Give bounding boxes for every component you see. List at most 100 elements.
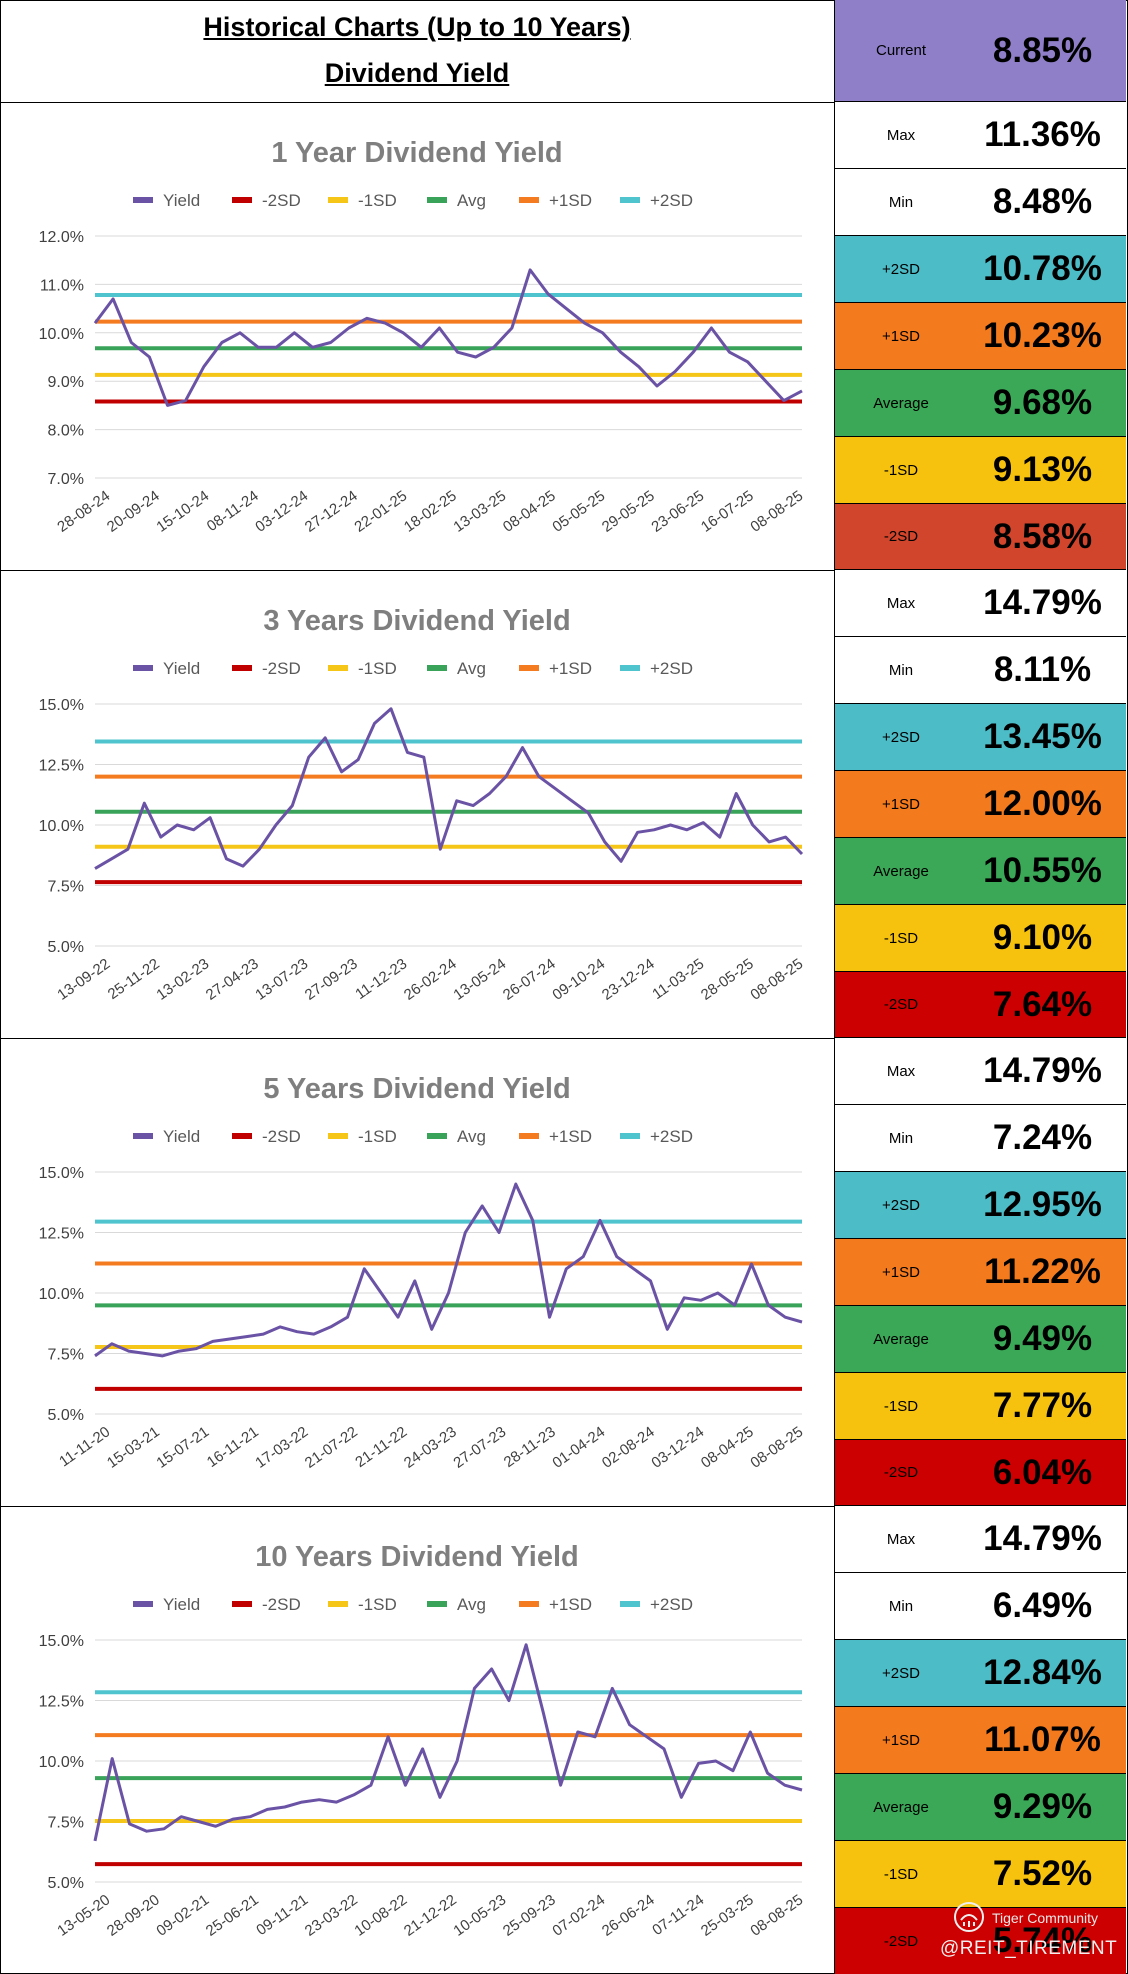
stat-value: 7.77% [992,1386,1093,1425]
x-tick-label: 27-09-23 [302,955,361,1003]
legend-label: Yield [163,1127,200,1146]
legend-item: +1SD [519,1595,592,1614]
stat-label: Min [888,1129,914,1147]
legend-swatch [427,1601,447,1607]
yield-line [93,268,803,407]
x-tick-label: 21-11-22 [352,1423,410,1471]
stat-label: Max [886,1062,916,1080]
x-tick-label: 07-11-24 [649,1891,707,1939]
legend-swatch [620,665,640,671]
legend-item: -1SD [328,191,397,210]
legend-swatch [232,1601,252,1607]
legend-label: -1SD [358,1127,397,1146]
stat-value: 13.45% [983,717,1102,756]
legend-item: -2SD [232,659,301,678]
x-tick-label: 21-12-22 [401,1891,460,1939]
x-tick-label: 08-08-25 [747,487,806,535]
legend-item: Avg [427,1127,486,1146]
x-tick-label: 08-08-25 [747,1423,806,1471]
stat-cell: Min 8.48% [835,169,1126,236]
page-header: Historical Charts (Up to 10 Years) Divid… [0,0,834,103]
legend-label: +1SD [549,191,592,210]
x-tick-label: 25-09-23 [500,1891,559,1939]
y-tick-label: 5.0% [48,939,84,956]
x-tick-label: 13-07-23 [252,955,311,1003]
stat-value: 9.10% [992,918,1093,957]
x-tick-label: 13-02-23 [153,955,212,1003]
legend-item: Avg [427,191,486,210]
legend-item: +1SD [519,191,592,210]
stat-cell: Max 11.36% [835,102,1126,169]
chart-panel: 5 Years Dividend Yield Yield -2SD -1SD Avg +1… [0,1038,834,1507]
stat-cell: Max 14.79% [835,570,1126,637]
chart-title: 3 Years Dividend Yield [263,605,570,637]
x-tick-label: 07-02-24 [549,1891,608,1939]
stat-label: Min [888,661,914,679]
x-tick-label: 17-03-22 [252,1423,311,1471]
y-tick-label: 10.0% [39,1286,84,1303]
legend-item: +2SD [620,659,693,678]
legend-label: +2SD [650,659,693,678]
legend-label: Avg [457,1127,486,1146]
stat-value: 6.49% [992,1586,1093,1625]
stat-label: Max [886,126,916,144]
y-tick-label: 12.5% [39,1226,84,1243]
stat-cell: -1SD 9.10% [835,905,1126,972]
chart-title: 1 Year Dividend Yield [271,137,562,169]
stat-value: 9.13% [992,450,1093,489]
stat-cell: -2SD 7.64% [835,972,1126,1038]
x-tick-label: 08-08-25 [747,1891,806,1939]
stat-label: -1SD [883,929,919,947]
legend-label: +2SD [650,1595,693,1614]
legend-swatch [519,665,539,671]
y-tick-label: 15.0% [39,697,84,714]
chart-svg: 1 Year Dividend Yield Yield -2SD -1SD Avg +1S… [39,137,807,536]
x-tick-label: 27-07-23 [450,1423,509,1471]
legend-swatch [519,197,539,203]
y-tick-label: 12.5% [39,1694,84,1711]
stat-label: +2SD [882,728,920,746]
chart-panel: 10 Years Dividend Yield Yield -2SD -1SD Avg +… [0,1506,834,1974]
stat-cell: -1SD 7.77% [835,1373,1126,1440]
x-tick-label: 23-06-25 [648,487,707,535]
stat-cell: -1SD 9.13% [835,437,1126,504]
stat-value: 12.84% [983,1653,1102,1692]
current-label: Current [875,42,927,59]
legend-label: Yield [163,1595,200,1614]
stat-cell: Min 7.24% [835,1105,1126,1172]
stat-cell: +2SD 12.84% [835,1640,1126,1707]
legend-swatch [133,197,153,203]
chart-panel: 1 Year Dividend Yield Yield -2SD -1SD Avg +1S… [0,102,834,571]
x-tick-label: 28-08-24 [54,487,113,535]
legend-swatch [427,665,447,671]
stat-cell: -2SD 8.58% [835,504,1126,570]
stat-label: -1SD [883,461,919,479]
stat-value: 12.95% [983,1185,1102,1224]
legend-item: +2SD [620,1127,693,1146]
stat-value: 11.36% [984,115,1101,154]
legend-swatch [519,1133,539,1139]
legend-swatch [620,1133,640,1139]
stat-cell: Average 9.29% [835,1774,1126,1841]
stat-label: Max [886,1530,916,1548]
y-tick-label: 5.0% [48,1875,84,1892]
legend-swatch [232,665,252,671]
tiger-logo-icon [954,1902,984,1932]
legend-swatch [328,1133,348,1139]
legend-swatch [620,1601,640,1607]
x-tick-label: 05-05-25 [549,487,608,535]
legend-swatch [133,1133,153,1139]
legend-swatch [133,665,153,671]
stat-label: Min [888,193,914,211]
stat-value: 12.00% [983,784,1102,823]
y-tick-label: 7.0% [48,471,84,488]
legend-swatch [133,1601,153,1607]
legend-item: Yield [133,1595,200,1614]
legend-item: Avg [427,659,486,678]
chart-svg: 10 Years Dividend Yield Yield -2SD -1SD Avg +… [39,1541,807,1940]
legend-item: +2SD [620,1595,693,1614]
legend-item: Yield [133,659,200,678]
stat-cell: -2SD 6.04% [835,1440,1126,1506]
legend-item: Yield [133,1127,200,1146]
stat-value: 6.04% [992,1452,1093,1492]
